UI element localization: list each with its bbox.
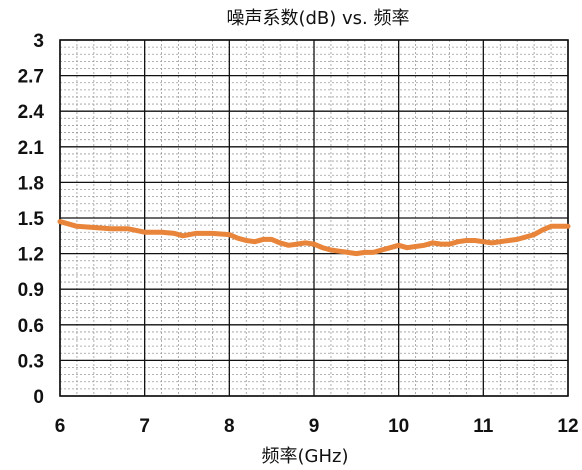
y-tick-label: 0.9	[18, 280, 44, 301]
x-tick-label: 12	[557, 416, 578, 437]
y-tick-label: 2.4	[18, 102, 45, 123]
x-tick-label: 11	[473, 416, 494, 437]
y-tick-label: 0	[33, 387, 44, 408]
plot-frame	[59, 39, 569, 397]
y-tick-label: 2.7	[18, 67, 44, 88]
chart-title: 噪声系数(dB) vs. 频率	[226, 8, 409, 29]
x-tick-label: 8	[224, 416, 235, 437]
y-tick-label: 1.8	[18, 173, 44, 194]
x-tick-labels: 6 7 8 9 10 11 12	[55, 416, 579, 437]
y-tick-label: 0.6	[18, 316, 44, 337]
x-tick-label: 10	[388, 416, 409, 437]
y-tick-label: 0.3	[18, 351, 44, 372]
y-tick-label: 2.1	[18, 138, 45, 159]
x-tick-label: 6	[55, 416, 66, 437]
y-tick-labels: 0 0.3 0.6 0.9 1.2 1.5 1.8 2.1 2.4 2.7 3	[18, 31, 45, 408]
x-tick-label: 7	[139, 416, 150, 437]
series-layer	[57, 219, 571, 257]
x-axis-label: 频率(GHz)	[262, 446, 349, 467]
y-tick-label: 1.2	[18, 245, 44, 266]
major-grid	[59, 39, 569, 397]
noise-figure-series-line	[57, 219, 571, 257]
y-tick-label: 3	[33, 31, 44, 52]
y-tick-label: 1.5	[18, 209, 45, 230]
x-tick-label: 9	[309, 416, 320, 437]
